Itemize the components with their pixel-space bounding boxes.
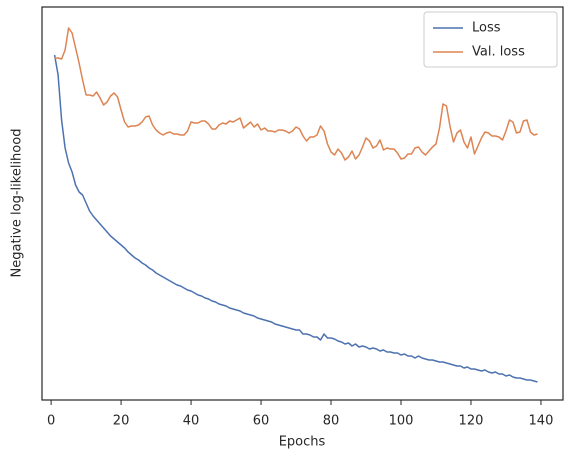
legend-box	[423, 11, 558, 68]
x-tick-label: 40	[183, 414, 200, 429]
x-tick-label: 0	[47, 414, 55, 429]
line-series	[53, 54, 538, 383]
x-axis-label: Epochs	[279, 435, 326, 450]
x-tick-label: 60	[253, 414, 270, 429]
x-tick-label: 100	[389, 414, 414, 429]
x-tick-label: 140	[529, 414, 554, 429]
plot-frame	[41, 6, 564, 401]
line-series	[54, 27, 538, 161]
x-tick-label: 80	[323, 414, 340, 429]
legend-label: Val. loss	[472, 45, 525, 60]
y-axis-label: Negative log-likelihood	[10, 129, 25, 278]
x-tick-label: 20	[113, 414, 130, 429]
legend-label: Loss	[472, 21, 501, 36]
x-tick-label: 120	[459, 414, 484, 429]
